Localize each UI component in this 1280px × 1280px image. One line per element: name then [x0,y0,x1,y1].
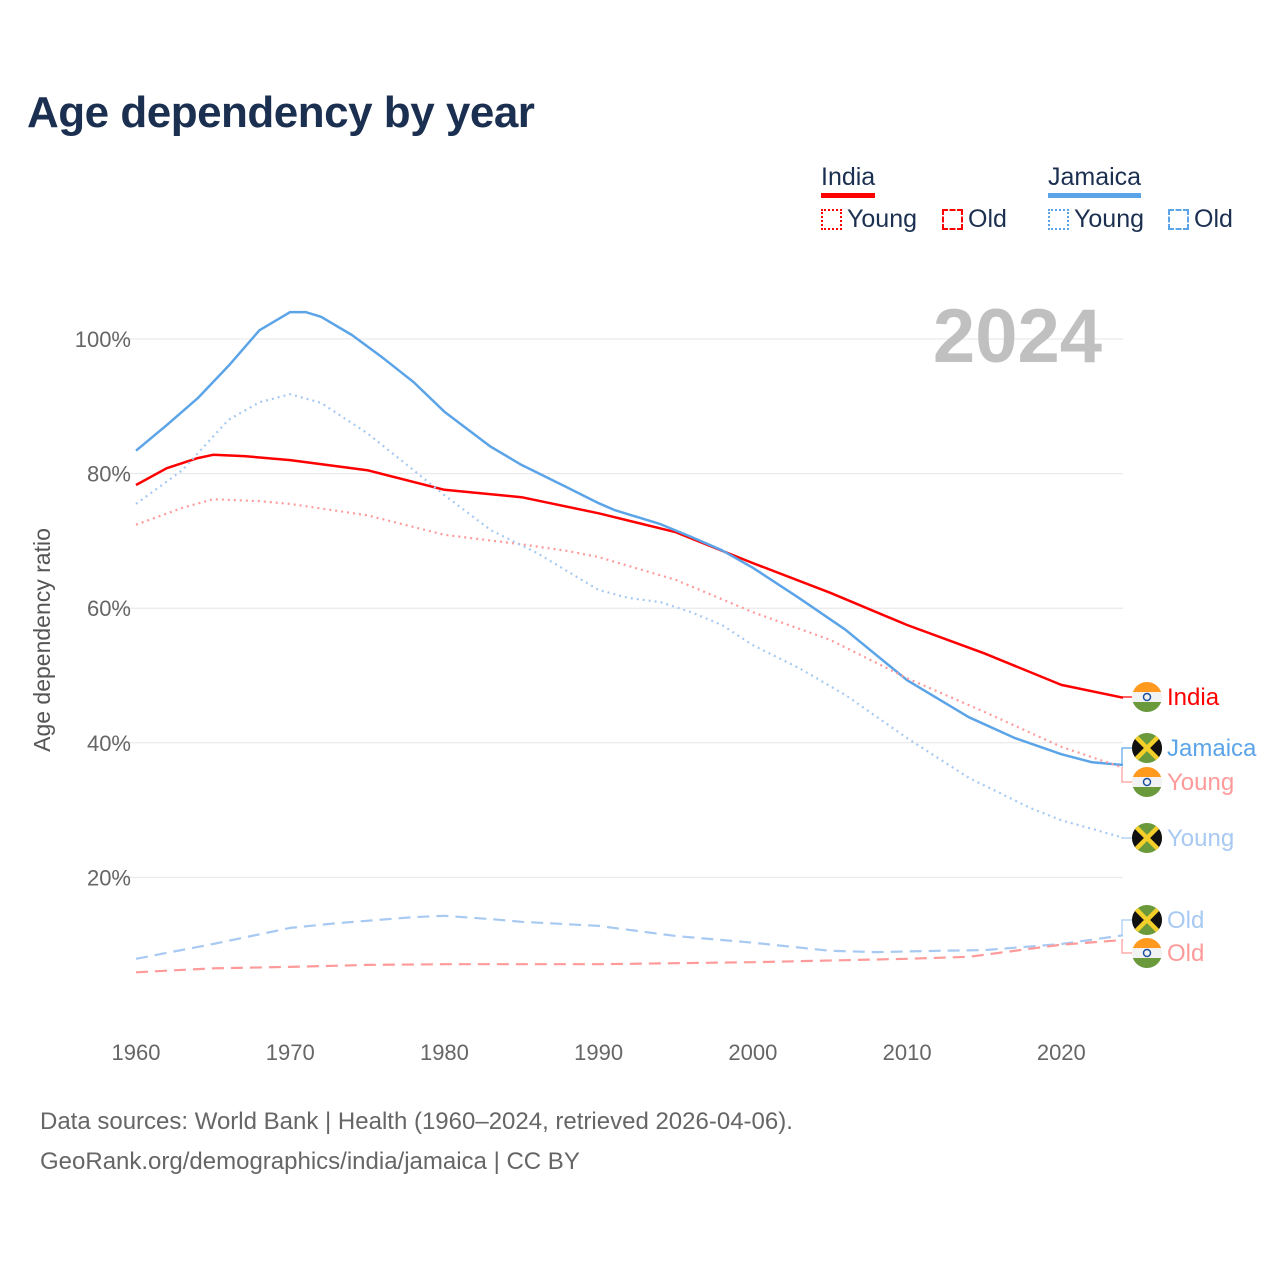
x-tick-label: 1990 [574,1040,623,1065]
end-label-text: Old [1167,907,1204,934]
india-flag-icon [1132,682,1162,712]
end-label-jamaica-old: Old [1121,905,1204,936]
year-watermark: 2024 [933,294,1102,379]
footer-link[interactable]: GeoRank.org/demographics/india/jamaica |… [40,1148,580,1175]
dashed-swatch-icon [942,209,963,230]
india-flag-icon [1132,767,1162,797]
legend-label: Young [1074,205,1144,233]
y-tick-label: 20% [87,865,131,890]
end-label-text: Old [1167,940,1204,967]
jamaica-flag-icon [1132,823,1162,853]
legend-label: Old [968,205,1007,233]
legend-jamaica-young[interactable]: Young [1048,205,1144,234]
legend-jamaica-old[interactable]: Old [1168,205,1233,234]
end-label-text: Jamaica [1167,735,1257,762]
series-line-india-young[interactable] [135,498,1124,769]
end-label-india-old: Old [1121,938,1204,968]
legend-india[interactable]: India [821,163,876,198]
x-tick-label: 2020 [1037,1040,1086,1065]
x-tick-label: 2010 [883,1040,932,1065]
dotted-swatch-icon [1048,209,1069,230]
series-line-jamaica-young[interactable] [135,393,1124,839]
legend-india-old[interactable]: Old [942,205,1007,234]
chart-title: Age dependency by year [27,88,535,137]
x-tick-label: 1970 [266,1040,315,1065]
end-label-india-young: Young [1121,767,1234,797]
jamaica-flag-icon [1132,905,1162,935]
dotted-swatch-icon [821,209,842,230]
y-tick-label: 100% [75,327,131,352]
y-tick-label: 40% [87,731,131,756]
series-line-india-old[interactable] [135,938,1124,974]
series-line-india[interactable] [135,453,1124,699]
legend-india-young[interactable]: Young [821,205,917,234]
legend-jamaica[interactable]: Jamaica [1048,163,1142,198]
footer-sources: Data sources: World Bank | Health (1960–… [40,1108,793,1135]
x-tick-label: 1960 [112,1040,161,1065]
legend-label: Old [1194,205,1233,233]
y-axis-label: Age dependency ratio [29,528,55,752]
dashed-swatch-icon [1168,209,1189,230]
end-label-text: Young [1167,769,1234,796]
y-tick-label: 60% [87,596,131,621]
x-tick-label: 1980 [420,1040,469,1065]
x-tick-label: 2000 [728,1040,777,1065]
legend-label: Young [847,205,917,233]
series-line-jamaica-old[interactable] [135,914,1124,960]
end-label-jamaica: Jamaica [1121,733,1257,766]
jamaica-flag-icon [1132,733,1162,763]
end-label-text: Young [1167,825,1234,852]
end-label-india: India [1121,682,1220,712]
series-line-jamaica[interactable] [135,310,1124,767]
y-tick-label: 80% [87,462,131,487]
end-label-jamaica-young: Young [1121,823,1234,853]
india-flag-icon [1132,938,1162,968]
end-label-text: India [1167,684,1220,711]
